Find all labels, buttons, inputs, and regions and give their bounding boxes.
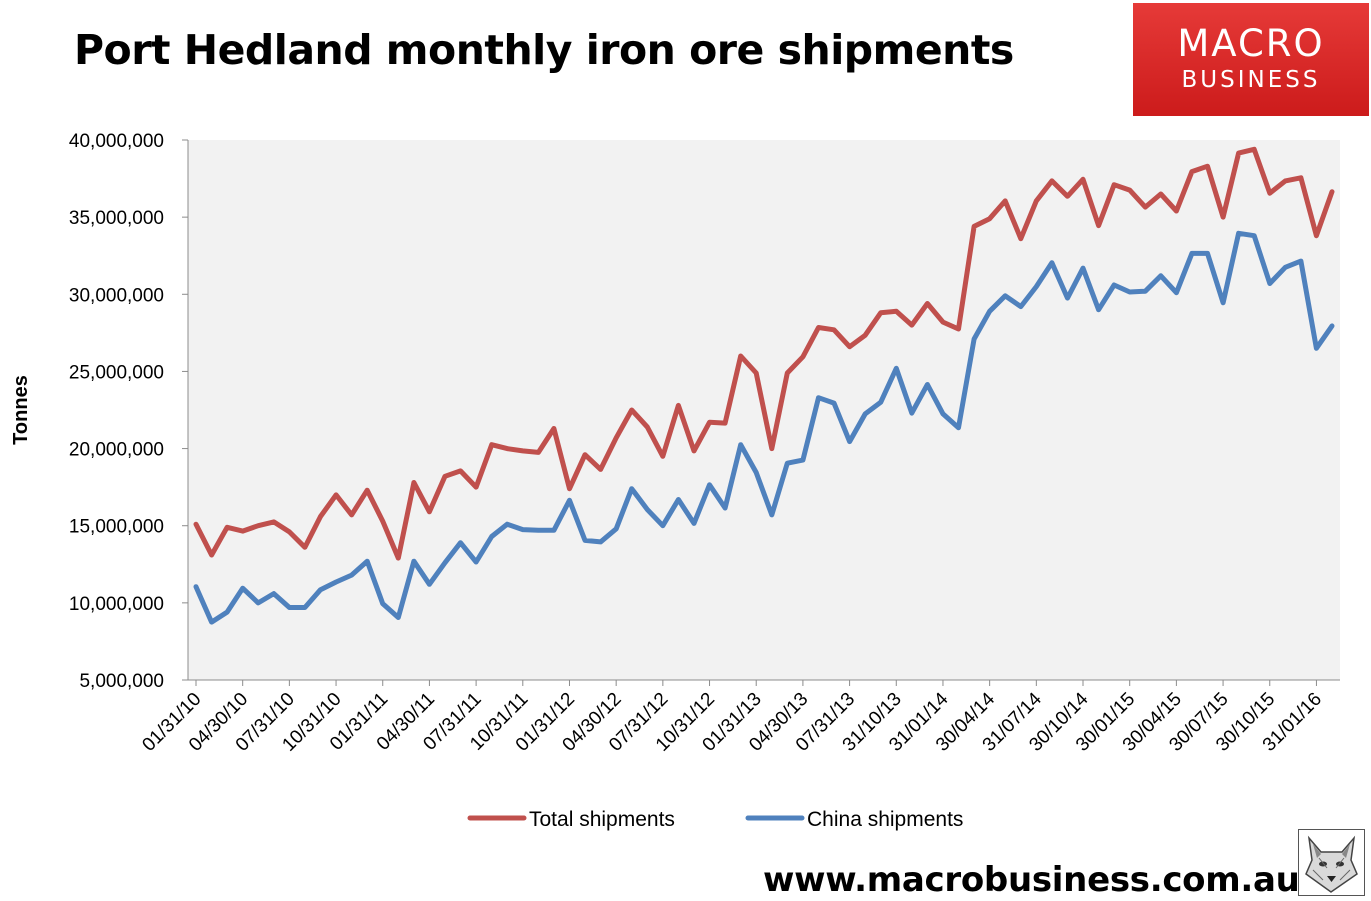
y-tick-label: 25,000,000 bbox=[69, 362, 164, 383]
legend: Total shipments China shipments bbox=[467, 808, 963, 831]
chart-title: Port Hedland monthly iron ore shipments bbox=[74, 26, 1014, 74]
y-axis-label: Tonnes bbox=[10, 375, 32, 445]
y-tick-label: 5,000,000 bbox=[79, 671, 164, 692]
footer-url: www.macrobusiness.com.au bbox=[763, 860, 1300, 900]
y-tick-label: 35,000,000 bbox=[69, 208, 164, 229]
legend-label: China shipments bbox=[807, 808, 963, 831]
series-line-total bbox=[193, 146, 1335, 561]
logo-line-2: BUSINESS bbox=[1181, 67, 1321, 93]
y-tick-label: 20,000,000 bbox=[69, 440, 164, 461]
y-tick-label: 40,000,000 bbox=[69, 131, 164, 152]
y-tick-label: 30,000,000 bbox=[69, 285, 164, 306]
legend-label: Total shipments bbox=[529, 808, 675, 831]
logo-line-1: MACRO bbox=[1177, 22, 1325, 65]
macrobusiness-logo: MACRO BUSINESS bbox=[1133, 3, 1369, 116]
x-axis-ticks: 01/31/1004/30/1007/31/1010/31/1001/31/11… bbox=[138, 680, 1326, 756]
y-tick-label: 15,000,000 bbox=[69, 517, 164, 538]
y-axis-ticks: 5,000,000 10,000,000 15,000,000 20,000,000 2… bbox=[69, 131, 188, 692]
wolf-logo-icon bbox=[1298, 829, 1365, 896]
series-line-china bbox=[193, 230, 1335, 625]
y-tick-label: 10,000,000 bbox=[69, 594, 164, 615]
series-group bbox=[193, 146, 1335, 625]
